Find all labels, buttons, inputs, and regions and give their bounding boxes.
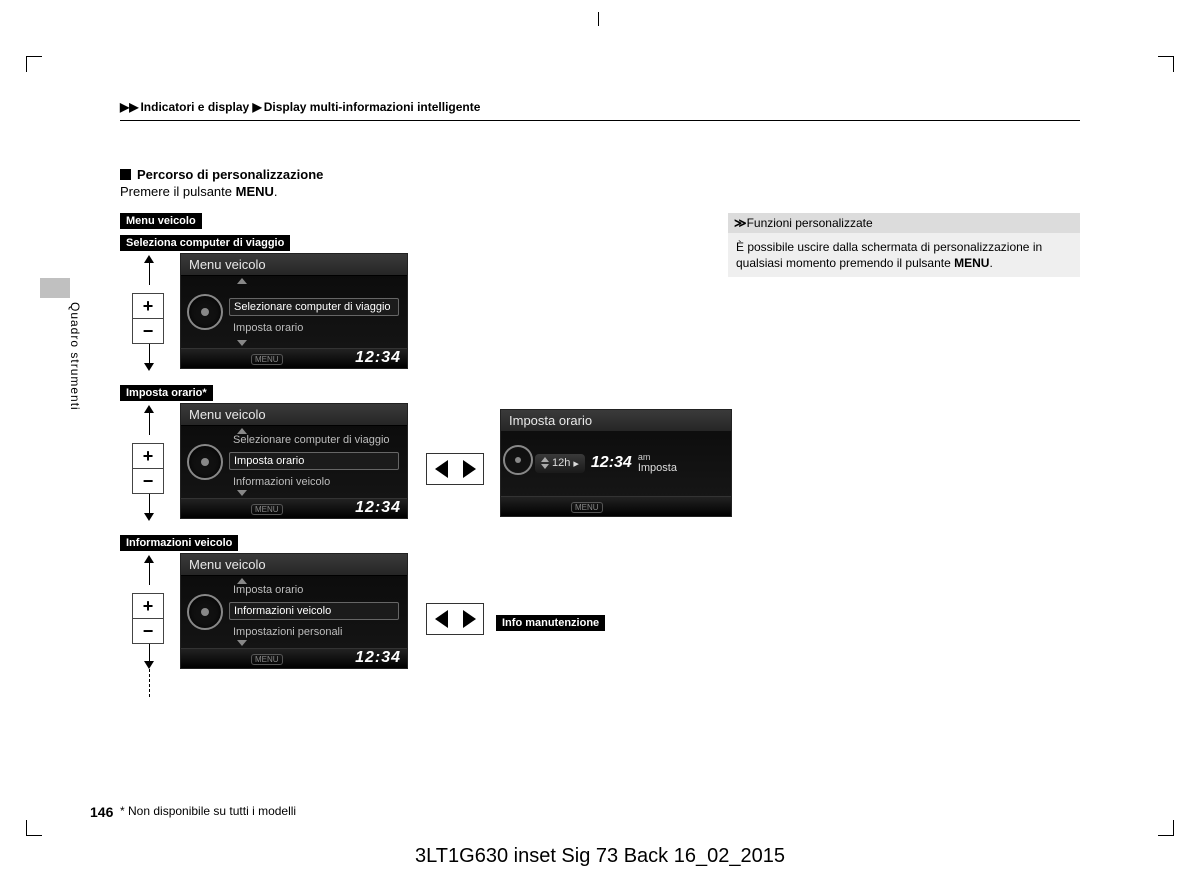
arrow-up-icon (144, 405, 154, 413)
triangle-down-icon (237, 490, 247, 496)
triangle-down-icon (237, 640, 247, 646)
screen-time: 12:34 (355, 649, 401, 666)
page-number: 146 (90, 804, 113, 820)
breadcrumb: ▶▶Indicatori e display ▶Display multi-in… (120, 100, 1080, 121)
time-value: 12:34 (591, 454, 632, 472)
menu-item: Imposta orario (229, 320, 399, 336)
pill-mode: 12h▸ (535, 454, 585, 473)
joystick-icon (187, 444, 223, 480)
joystick-icon (187, 294, 223, 330)
arrow-down-icon (144, 661, 154, 669)
breadcrumb-seg: Indicatori e display (140, 100, 249, 114)
menu-item: Informazioni veicolo (229, 602, 399, 620)
triangle-right-icon (463, 610, 476, 628)
connector-line (149, 563, 150, 585)
info-box-header: ≫Funzioni personalizzate (728, 213, 1080, 233)
instruction-text: Premere il pulsante MENU. (120, 184, 1080, 199)
menu-badge: MENU (251, 654, 283, 665)
menu-item: Selezionare computer di viaggio (229, 432, 399, 448)
arrow-down-icon (144, 513, 154, 521)
menu-badge: MENU (251, 504, 283, 515)
screen-time: 12:34 (355, 349, 401, 366)
label-menu-veicolo: Menu veicolo (120, 213, 202, 229)
connector-line (149, 491, 150, 513)
connector-line (149, 341, 150, 363)
triangle-up-icon (237, 278, 247, 284)
triangle-down-icon (237, 340, 247, 346)
ampm-label: am (638, 452, 677, 462)
section-title: Percorso di personalizzazione (120, 167, 1080, 182)
imprint-line: 3LT1G630 inset Sig 73 Back 16_02_2015 (0, 845, 1200, 868)
left-right-control (426, 603, 484, 635)
joystick-icon (187, 594, 223, 630)
label-imposta-orario: Imposta orario* (120, 385, 213, 401)
connector-line (149, 641, 150, 661)
label-sel-comp: Seleziona computer di viaggio (120, 235, 290, 251)
connector-line (149, 413, 150, 435)
crop-mark (1158, 820, 1174, 836)
arrow-up-icon (144, 555, 154, 563)
triangle-right-icon (463, 460, 476, 478)
plus-minus-control: +− (132, 443, 164, 494)
connector-line (149, 263, 150, 285)
display-screen: Menu veicolo Imposta orario Informazioni… (180, 553, 408, 669)
plus-minus-control: +− (132, 593, 164, 644)
arrow-down-icon (144, 363, 154, 371)
display-screen: Menu veicolo Selezionare computer di via… (180, 403, 408, 519)
menu-item: Informazioni veicolo (229, 474, 399, 490)
menu-badge: MENU (251, 354, 283, 365)
menu-item: Imposta orario (229, 582, 399, 598)
plus-minus-control: +− (132, 293, 164, 344)
screen-time: 12:34 (355, 499, 401, 516)
screen-title: Menu veicolo (181, 254, 407, 276)
display-screen: Menu veicolo Selezionare computer di via… (180, 253, 408, 369)
screen-title: Imposta orario (501, 410, 731, 431)
menu-item: Selezionare computer di viaggio (229, 298, 399, 316)
footnote: * Non disponibile su tutti i modelli (120, 804, 296, 818)
triangle-left-icon (435, 610, 448, 628)
menu-badge: MENU (571, 502, 603, 513)
menu-item: Imposta orario (229, 452, 399, 470)
arrow-up-icon (144, 255, 154, 263)
screen-title: Menu veicolo (181, 554, 407, 576)
label-info-manut: Info manutenzione (496, 615, 605, 631)
screen-title: Menu veicolo (181, 404, 407, 426)
label-info-veicolo: Informazioni veicolo (120, 535, 238, 551)
breadcrumb-seg: Display multi-informazioni intelligente (264, 100, 481, 114)
set-label: Imposta (638, 462, 677, 474)
joystick-icon (503, 445, 533, 475)
left-right-control (426, 453, 484, 485)
triangle-left-icon (435, 460, 448, 478)
menu-item: Impostazioni personali (229, 624, 399, 640)
crop-mark (26, 820, 42, 836)
connector-dashed (149, 669, 150, 697)
display-screen-detail: Imposta orario 12h▸ 12:34 am Imposta MEN… (500, 409, 732, 517)
